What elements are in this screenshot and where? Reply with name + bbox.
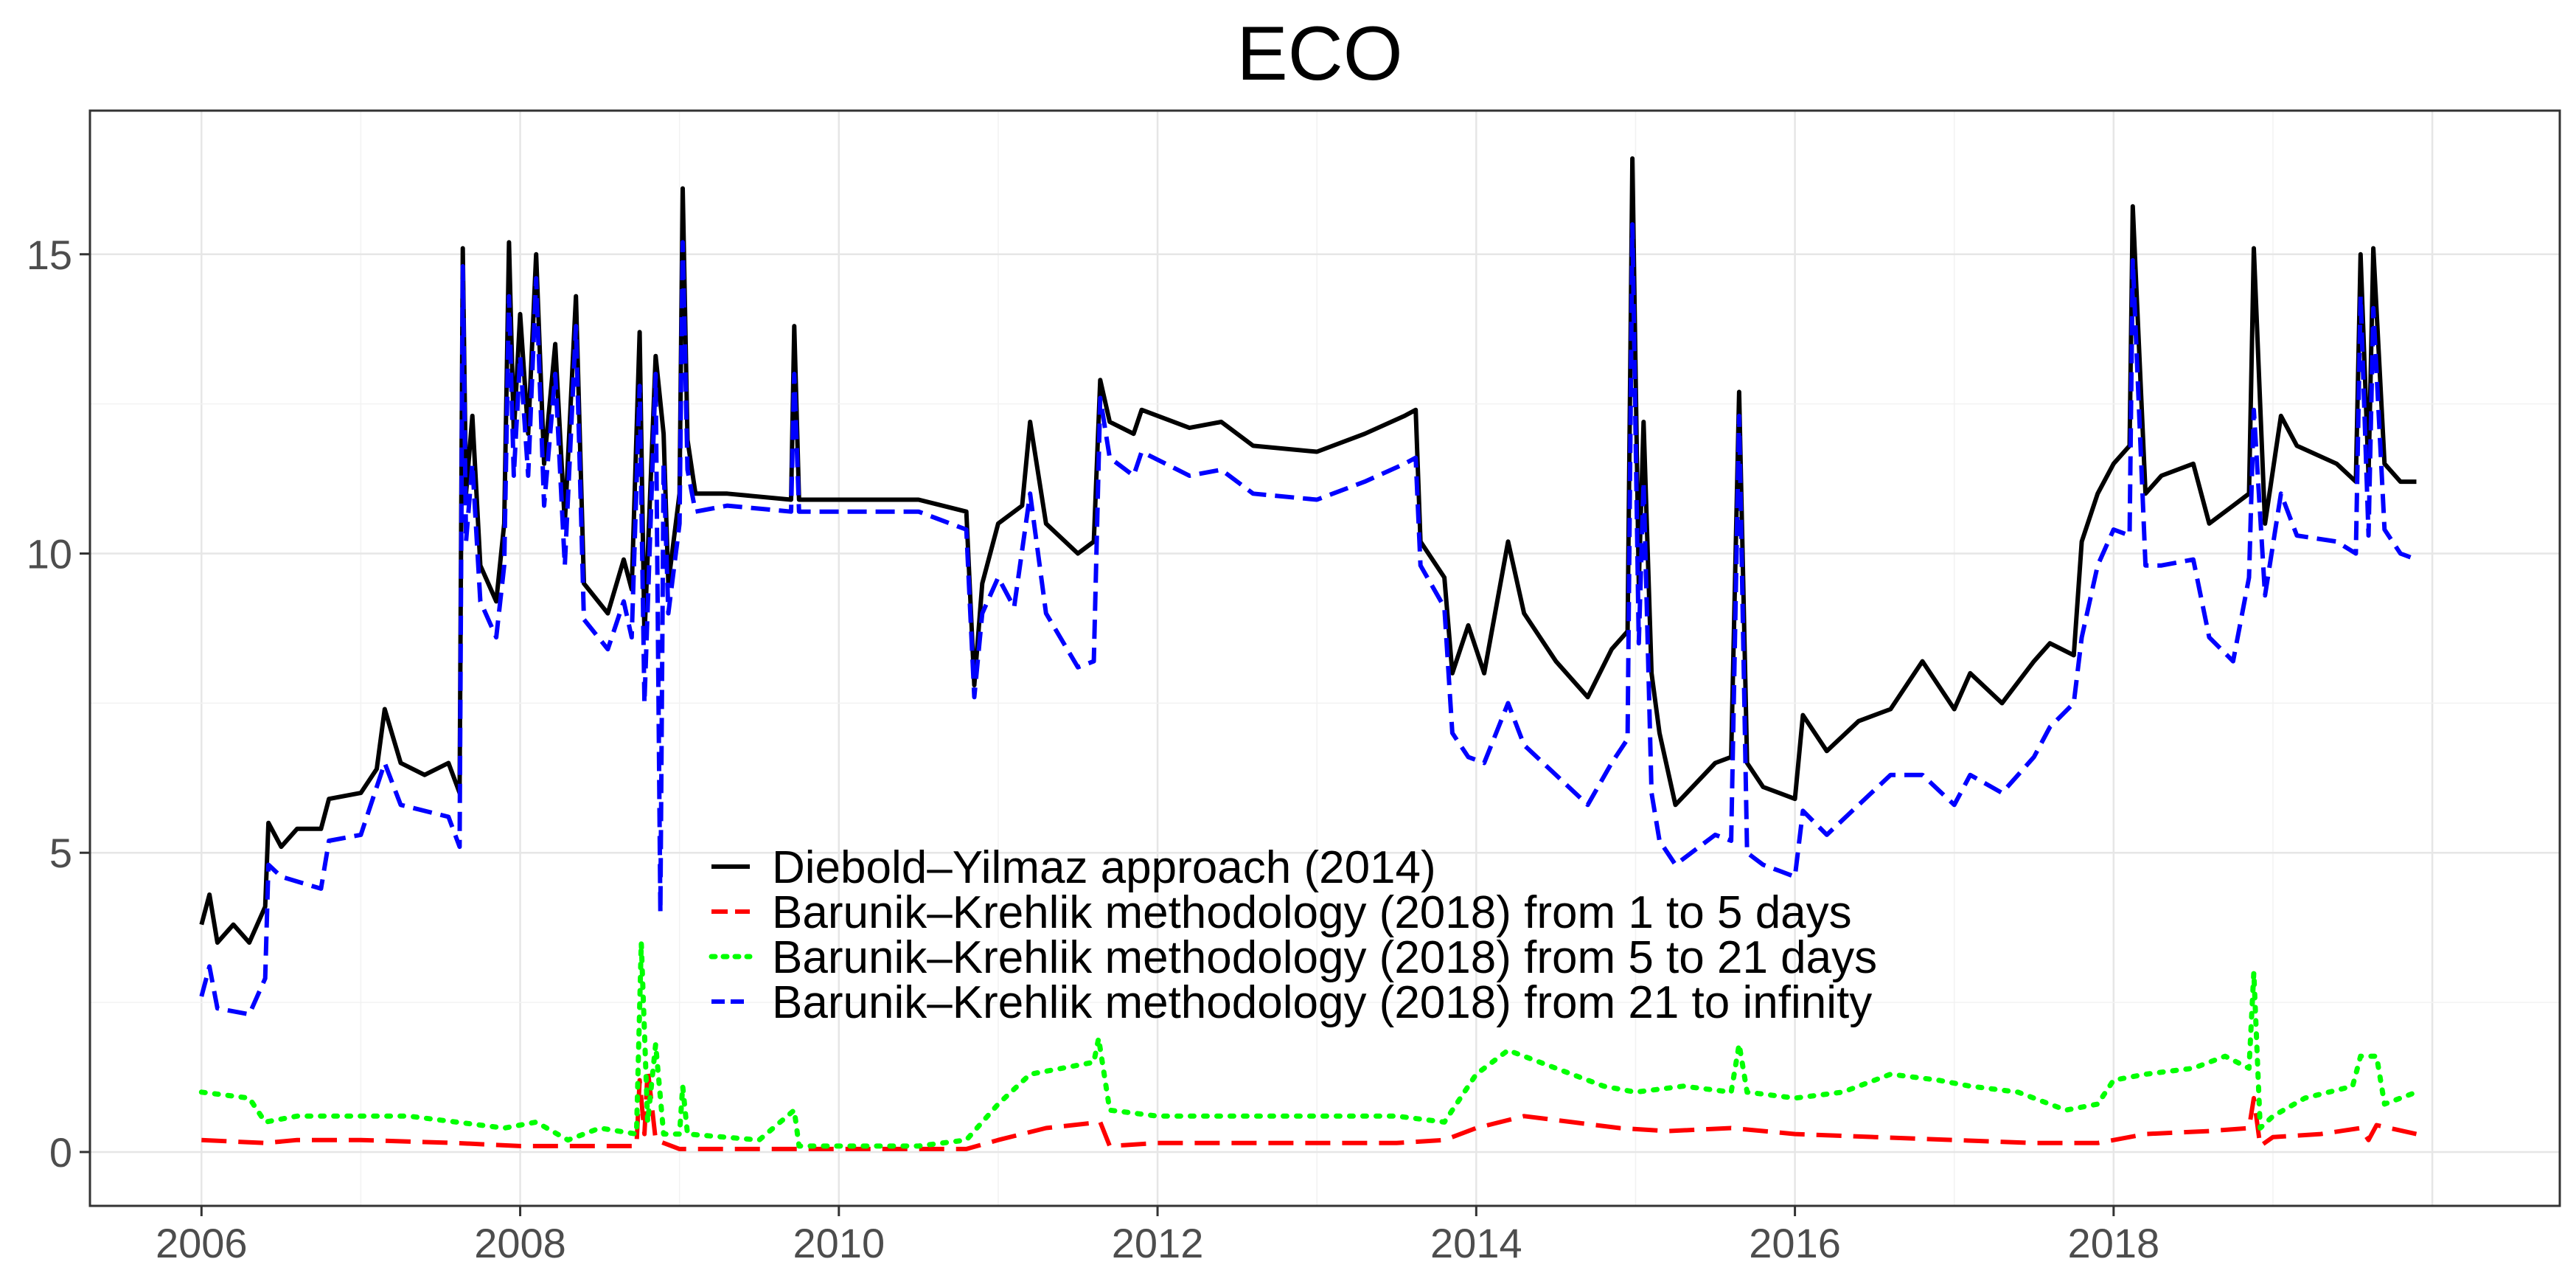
- legend-label-4: Barunik–Krehlik methodology (2018) from …: [772, 977, 1872, 1028]
- y-tick-label: 5: [49, 830, 72, 876]
- y-tick-label: 10: [27, 530, 72, 577]
- series-line-4: [199, 222, 2417, 1017]
- series-line-3: [198, 940, 2419, 1149]
- axes: 2006 2008 2010 2012 2014 2016 2018 0 5 10 15: [27, 232, 2159, 1266]
- legend-label-2: Barunik–Krehlik methodology (2018) from …: [772, 887, 1852, 938]
- x-tick-label: 2014: [1430, 1220, 1522, 1266]
- plot-panel: [90, 111, 2560, 1206]
- x-tick-label: 2018: [2068, 1220, 2160, 1266]
- x-tick-label: 2006: [156, 1220, 248, 1266]
- legend-label-1: Diebold–Yilmaz approach (2014): [772, 842, 1436, 893]
- series-line-2: [201, 1066, 2417, 1151]
- series-layer: [198, 156, 2419, 1151]
- x-tick-label: 2008: [474, 1220, 566, 1266]
- x-tick-label: 2010: [793, 1220, 885, 1266]
- chart-title: ECO: [1236, 11, 1402, 97]
- y-tick-label: 15: [27, 232, 72, 278]
- series-line-1: [199, 156, 2417, 945]
- grid: [90, 111, 2560, 1206]
- y-tick-label: 0: [49, 1129, 72, 1176]
- plot-border: [88, 109, 2561, 1207]
- legend: Diebold–Yilmaz approach (2014)Barunik–Kr…: [709, 842, 1877, 1028]
- x-tick-label: 2016: [1749, 1220, 1841, 1266]
- legend-label-3: Barunik–Krehlik methodology (2018) from …: [772, 932, 1877, 983]
- x-tick-label: 2012: [1112, 1220, 1204, 1266]
